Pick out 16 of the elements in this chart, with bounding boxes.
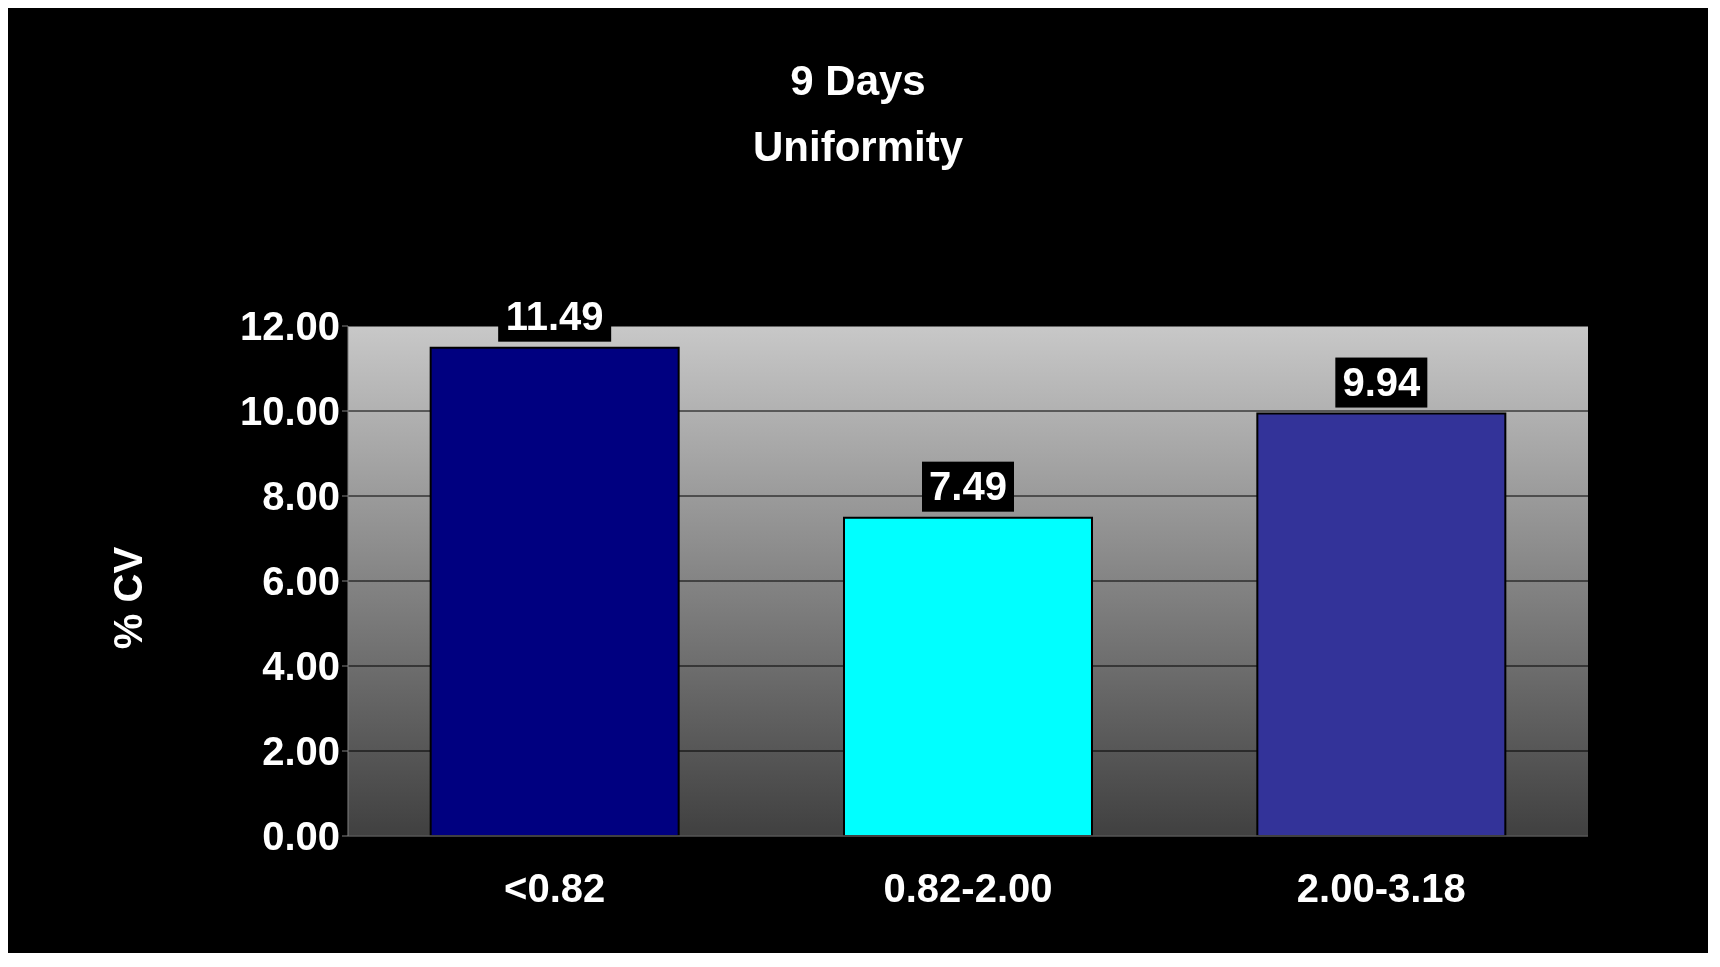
y-tick-label: 8.00 [262,474,340,519]
y-tick-label: 10.00 [239,389,340,434]
y-tick-label: 0.00 [262,814,340,859]
x-tick-label: <0.82 [504,866,606,911]
y-tick-label: 2.00 [262,729,340,774]
x-tick-label: 2.00-3.18 [1296,866,1466,911]
y-tick-label: 12.00 [239,304,340,349]
y-tick-label: 6.00 [262,559,340,604]
y-axis-title: % CV [105,546,151,650]
data-label: 9.94 [1342,359,1422,404]
chart-title: 9 Days [789,56,927,106]
x-tick-label: 0.82-2.00 [883,866,1053,911]
data-label: 7.49 [929,463,1007,508]
y-tick-label: 4.00 [262,644,340,689]
data-label: 11.49 [505,293,604,338]
chart-subtitle: Uniformity [752,122,964,172]
